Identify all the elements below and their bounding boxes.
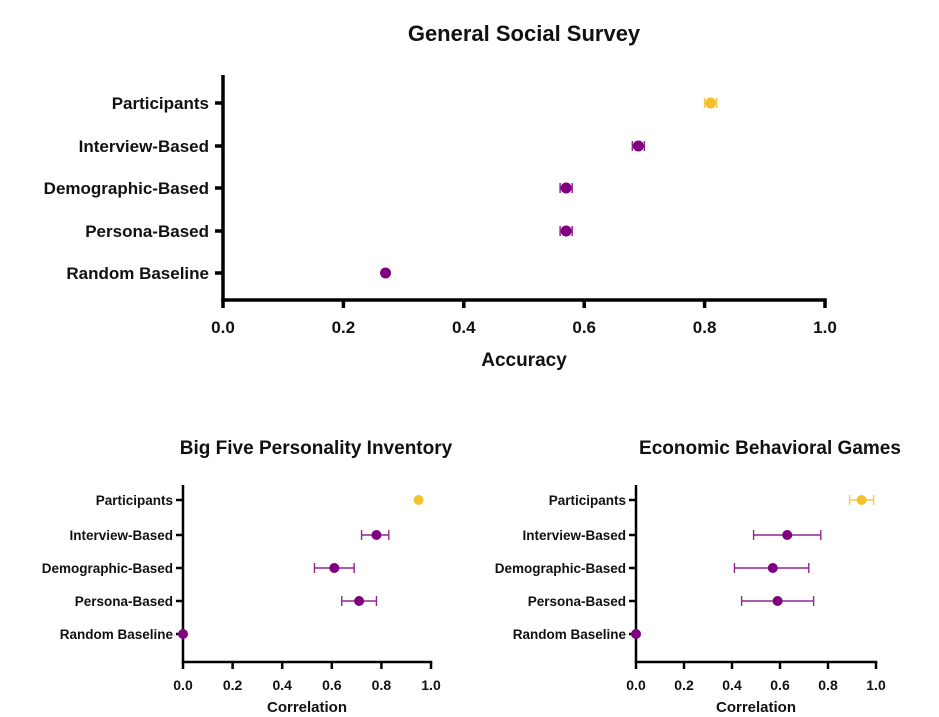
data-point-interview-based <box>371 530 382 540</box>
data-point-participants <box>705 97 717 109</box>
x-tick-label: 0.6 <box>322 677 342 693</box>
category-label: Random Baseline <box>66 264 209 283</box>
category-label: Random Baseline <box>513 627 627 642</box>
x-tick-label: 1.0 <box>421 677 441 693</box>
x-tick-label: 0.2 <box>223 677 243 693</box>
x-tick-label: 0.4 <box>452 318 476 337</box>
chart-title: General Social Survey <box>408 21 641 46</box>
x-tick-label: 0.2 <box>674 677 694 693</box>
data-point-random-baseline <box>178 629 188 639</box>
chart-title: Big Five Personality Inventory <box>180 438 453 459</box>
data-point-interview-based <box>632 140 644 152</box>
chart-1: General Social Survey 0.0 0.2 0.4 0.6 0.8 1.0 A… <box>44 21 837 371</box>
x-tick-label: 0.0 <box>626 677 646 693</box>
x-axis-label: Correlation <box>716 699 796 716</box>
x-tick-label: 0.0 <box>211 318 235 337</box>
data-point-participants <box>856 495 867 505</box>
data-point-random-baseline <box>380 267 392 279</box>
x-tick-label: 0.4 <box>722 677 742 693</box>
category-label: Participants <box>112 94 209 113</box>
x-tick-label: 0.2 <box>332 318 356 337</box>
chart-3: Economic Behavioral Games 0.0 0.2 0.4 0.6 0.8… <box>495 438 901 716</box>
x-tick-label: 0.8 <box>693 318 717 337</box>
data-point-persona-based <box>354 596 365 606</box>
category-label: Persona-Based <box>85 222 209 241</box>
category-label: Interview-Based <box>79 137 209 156</box>
category-label: Participants <box>96 493 173 508</box>
x-tick-label: 0.4 <box>272 677 292 693</box>
category-label: Persona-Based <box>528 594 626 609</box>
x-tick-label: 1.0 <box>813 318 837 337</box>
chart-2: Big Five Personality Inventory 0.0 0.2 0.4 0… <box>42 438 453 716</box>
category-label: Participants <box>549 493 626 508</box>
chart-title: Economic Behavioral Games <box>639 438 901 459</box>
data-point-persona-based <box>772 596 783 606</box>
category-label: Interview-Based <box>522 528 626 543</box>
x-tick-label: 0.6 <box>770 677 790 693</box>
x-tick-label: 0.8 <box>372 677 392 693</box>
data-point-demographic-based <box>767 563 778 573</box>
data-point-random-baseline <box>631 629 641 639</box>
data-point-participants <box>413 495 424 505</box>
x-tick-label: 1.0 <box>866 677 886 693</box>
category-label: Interview-Based <box>69 528 173 543</box>
category-label: Demographic-Based <box>42 561 173 576</box>
data-point-persona-based <box>560 225 572 237</box>
x-axis-label: Accuracy <box>481 350 567 371</box>
category-label: Random Baseline <box>60 627 174 642</box>
category-label: Demographic-Based <box>495 561 626 576</box>
category-label: Persona-Based <box>75 594 173 609</box>
x-axis-label: Correlation <box>267 699 347 716</box>
data-point-interview-based <box>782 530 793 540</box>
category-label: Demographic-Based <box>44 179 209 198</box>
data-point-demographic-based <box>329 563 340 573</box>
data-point-demographic-based <box>560 182 572 194</box>
x-tick-label: 0.8 <box>818 677 838 693</box>
x-tick-label: 0.0 <box>173 677 193 693</box>
x-tick-label: 0.6 <box>572 318 596 337</box>
